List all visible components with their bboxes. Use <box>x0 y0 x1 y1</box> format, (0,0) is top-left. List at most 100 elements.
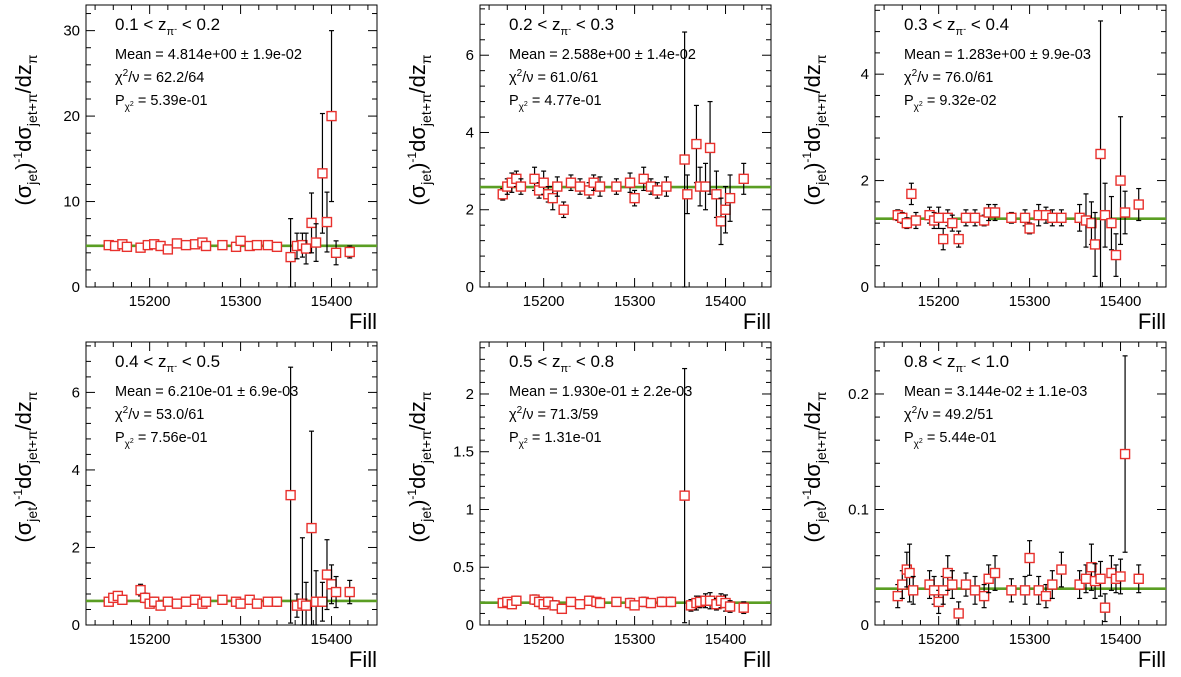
marker <box>738 602 749 613</box>
stats-chi2: χ2/ν = 53.0/61 <box>115 405 204 423</box>
data-point <box>679 367 690 624</box>
data-point <box>679 31 690 288</box>
marker <box>317 168 328 179</box>
data-point <box>704 100 716 195</box>
marker <box>969 585 981 596</box>
y-tick-label: 0 <box>72 617 80 634</box>
stats-mean: Mean = 1.930e-01 ± 2.2e-03 <box>509 384 692 400</box>
marker <box>300 600 312 611</box>
x-tick-label: 15200 <box>918 293 960 310</box>
marker <box>1006 585 1017 596</box>
data-point <box>624 172 636 193</box>
marker <box>1086 562 1097 573</box>
marker <box>907 585 919 596</box>
data-point <box>1056 551 1067 588</box>
marker <box>200 596 212 607</box>
marker <box>638 173 649 185</box>
marker <box>897 579 908 590</box>
y-tick-label: 30 <box>63 23 80 40</box>
marker <box>1115 175 1126 186</box>
data-point <box>724 600 736 613</box>
marker <box>251 239 263 251</box>
bin-label: 0.1 < zπ- < 0.2 <box>115 15 220 38</box>
marker <box>271 241 283 253</box>
data-point <box>317 112 328 234</box>
stats-mean: Mean = 2.588e+00 ± 1.4e-02 <box>509 47 696 63</box>
marker <box>1119 207 1131 218</box>
y-tick-label: 0 <box>466 617 474 634</box>
data-point <box>217 239 228 251</box>
y-tick-label: 2 <box>72 539 80 556</box>
marker <box>1086 217 1097 229</box>
marker <box>594 181 606 192</box>
marker <box>1133 573 1144 584</box>
marker <box>162 596 174 607</box>
data-point <box>306 430 317 626</box>
x-tick-label: 15200 <box>918 631 960 648</box>
marker <box>1133 199 1144 210</box>
marker <box>665 596 677 608</box>
bin-label: 0.2 < zπ- < 0.3 <box>509 15 614 38</box>
plot-frame <box>479 4 772 288</box>
data-point <box>574 178 586 195</box>
data-point <box>200 596 212 607</box>
data-point <box>1110 233 1122 277</box>
marker <box>933 212 944 224</box>
data-point <box>511 595 522 606</box>
marker <box>682 189 693 200</box>
marker <box>738 173 749 185</box>
data-point <box>326 30 337 203</box>
data-point <box>969 575 981 605</box>
data-point <box>1095 560 1106 597</box>
marker <box>938 233 949 245</box>
marker <box>969 212 981 224</box>
y-tick-label: 0 <box>72 279 80 296</box>
stats-mean: Mean = 6.210e-01 ± 6.9e-03 <box>115 384 298 400</box>
data-point <box>271 241 283 253</box>
chart-panel-5: 15200 15300 15400 0 0.5 1 1.5 2 0.5 < zπ- < 0.8 M… <box>405 341 772 672</box>
data-point <box>682 174 693 215</box>
stats-chi2: χ2/ν = 71.3/59 <box>509 405 598 423</box>
marker <box>262 596 274 607</box>
y-tick-label: 2 <box>861 173 869 190</box>
marker <box>711 189 722 200</box>
marker <box>906 188 917 200</box>
chart-panel-4: 15200 15300 15400 0 2 4 6 0.4 < zπ- < 0.5 Mean =… <box>11 341 378 672</box>
data-point <box>217 594 228 606</box>
plot-frame <box>479 341 772 626</box>
data-point <box>1047 570 1058 600</box>
y-tick-label: 0.2 <box>848 386 869 403</box>
marker <box>285 251 296 263</box>
data-point <box>907 575 919 605</box>
marker <box>326 110 337 122</box>
marker <box>933 596 944 608</box>
data-point <box>969 209 981 227</box>
marker <box>200 240 212 252</box>
data-point <box>515 178 527 195</box>
marker <box>235 598 246 609</box>
marker <box>942 567 953 579</box>
data-point <box>321 191 333 253</box>
marker <box>565 596 577 608</box>
data-point <box>330 575 342 609</box>
marker <box>700 181 711 192</box>
data-point <box>947 570 958 600</box>
data-point <box>344 579 355 605</box>
marker <box>1033 585 1044 596</box>
marker <box>629 192 640 204</box>
data-point <box>1006 578 1017 603</box>
stats-mean: Mean = 1.283e+00 ± 9.9e-03 <box>904 47 1091 63</box>
data-point <box>251 598 263 609</box>
marker <box>344 586 355 598</box>
data-point <box>285 366 296 624</box>
data-point <box>310 223 322 262</box>
data-point <box>691 104 702 184</box>
data-point <box>1106 555 1117 591</box>
data-point <box>953 601 964 626</box>
marker <box>300 243 312 254</box>
stats-prob: Pχ2 = 9.32e-02 <box>904 93 997 113</box>
data-point <box>1133 187 1144 222</box>
x-axis-title: Fill <box>1138 309 1166 334</box>
data-point <box>1099 182 1111 248</box>
plot-frame <box>874 4 1167 288</box>
